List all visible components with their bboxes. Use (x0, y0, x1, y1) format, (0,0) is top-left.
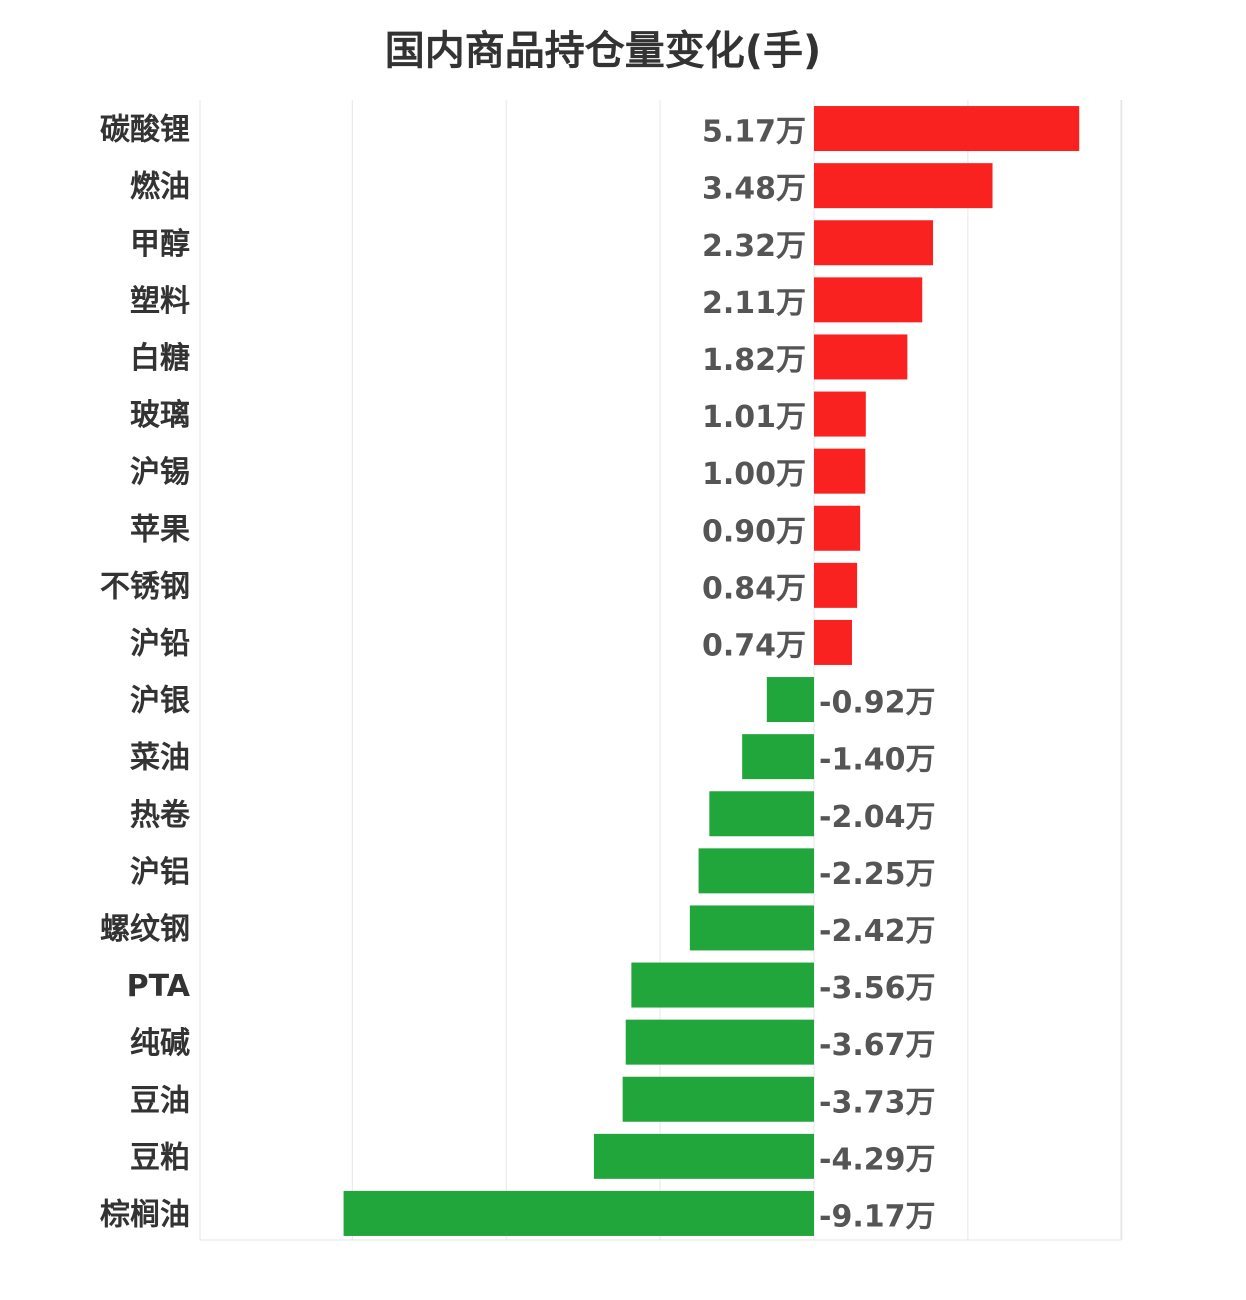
bar (814, 334, 908, 380)
value-label: -3.67万 (819, 1028, 935, 1063)
bar (689, 905, 814, 951)
category-label: 纯碱 (130, 1026, 190, 1061)
value-label: -0.92万 (819, 686, 935, 721)
category-label: 玻璃 (130, 398, 190, 433)
category-label: 螺纹钢 (100, 912, 190, 947)
bars (343, 106, 1080, 1236)
bar (625, 1019, 814, 1065)
category-label: 豆油 (130, 1083, 190, 1118)
value-label: -9.17万 (819, 1199, 935, 1234)
bar (631, 962, 814, 1008)
grid-lines (199, 100, 1123, 1241)
category-label: 热卷 (130, 798, 191, 833)
category-label: PTA (127, 969, 191, 1004)
value-label: -2.25万 (819, 857, 935, 892)
category-label: 沪锡 (130, 455, 190, 490)
bar (814, 505, 861, 551)
bar (814, 277, 923, 323)
bar (593, 1133, 814, 1179)
bar (814, 391, 866, 437)
value-label: 5.17万 (702, 115, 806, 150)
value-label: 1.82万 (702, 343, 806, 378)
bar (622, 1076, 814, 1122)
value-label: 2.32万 (702, 229, 806, 264)
category-label: 燃油 (130, 170, 190, 205)
value-label: -3.56万 (819, 971, 935, 1006)
bar (698, 848, 814, 894)
value-label: 0.84万 (702, 571, 806, 606)
category-label: 不锈钢 (100, 569, 190, 604)
bar (709, 791, 814, 837)
category-label: 塑料 (130, 284, 190, 319)
category-label: 沪银 (130, 684, 190, 719)
category-label: 沪铅 (130, 626, 190, 661)
bar (814, 448, 866, 494)
value-label: -2.42万 (819, 914, 935, 949)
value-label: 0.74万 (702, 628, 806, 663)
value-label: 3.48万 (702, 172, 806, 207)
category-label: 苹果 (130, 512, 190, 547)
bar (343, 1190, 814, 1236)
bar (814, 106, 1080, 152)
value-label: 1.01万 (702, 400, 806, 435)
bar (814, 163, 993, 209)
value-label: 0.90万 (702, 514, 806, 549)
value-label: 2.11万 (702, 286, 806, 321)
bar (814, 619, 852, 665)
bar (814, 562, 858, 608)
category-label: 白糖 (130, 341, 190, 376)
bar (742, 734, 814, 780)
value-label: -2.04万 (819, 800, 935, 835)
category-label: 棕榈油 (100, 1197, 190, 1232)
category-label: 沪铝 (130, 855, 190, 890)
category-label: 菜油 (130, 741, 190, 776)
category-label: 甲醇 (130, 227, 190, 262)
bar (814, 220, 934, 266)
value-label: -1.40万 (819, 743, 935, 778)
bar (766, 677, 814, 723)
value-label: -4.29万 (819, 1142, 935, 1177)
category-label: 碳酸锂 (100, 113, 190, 148)
value-label: -3.73万 (819, 1085, 935, 1120)
category-label: 豆粕 (130, 1140, 190, 1175)
chart-title: 国内商品持仓量变化(手) (384, 28, 822, 74)
value-label: 1.00万 (702, 457, 806, 492)
